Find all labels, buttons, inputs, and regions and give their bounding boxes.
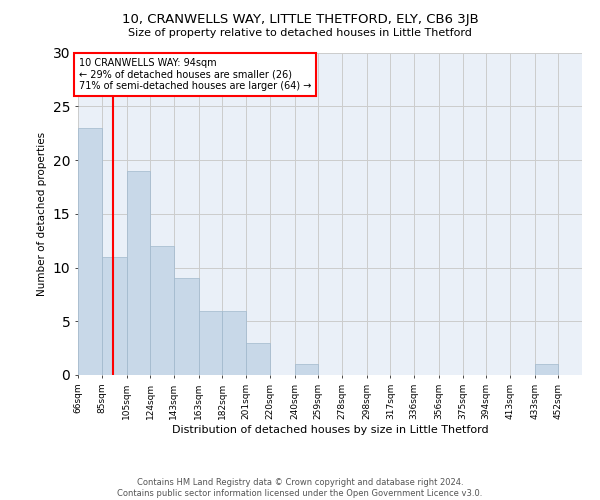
Bar [78,128,101,375]
Text: 10 CRANWELLS WAY: 94sqm
← 29% of detached houses are smaller (26)
71% of semi-de: 10 CRANWELLS WAY: 94sqm ← 29% of detache… [79,58,311,91]
Bar [535,364,559,375]
Text: Contains HM Land Registry data © Crown copyright and database right 2024.
Contai: Contains HM Land Registry data © Crown c… [118,478,482,498]
Bar [295,364,318,375]
X-axis label: Distribution of detached houses by size in Little Thetford: Distribution of detached houses by size … [172,424,488,434]
Bar [150,246,174,375]
Bar [101,257,127,375]
Bar [127,171,150,375]
Bar [246,343,269,375]
Text: Size of property relative to detached houses in Little Thetford: Size of property relative to detached ho… [128,28,472,38]
Bar [174,278,199,375]
Y-axis label: Number of detached properties: Number of detached properties [37,132,47,296]
Bar [199,310,223,375]
Text: 10, CRANWELLS WAY, LITTLE THETFORD, ELY, CB6 3JB: 10, CRANWELLS WAY, LITTLE THETFORD, ELY,… [122,12,478,26]
Bar [223,310,246,375]
